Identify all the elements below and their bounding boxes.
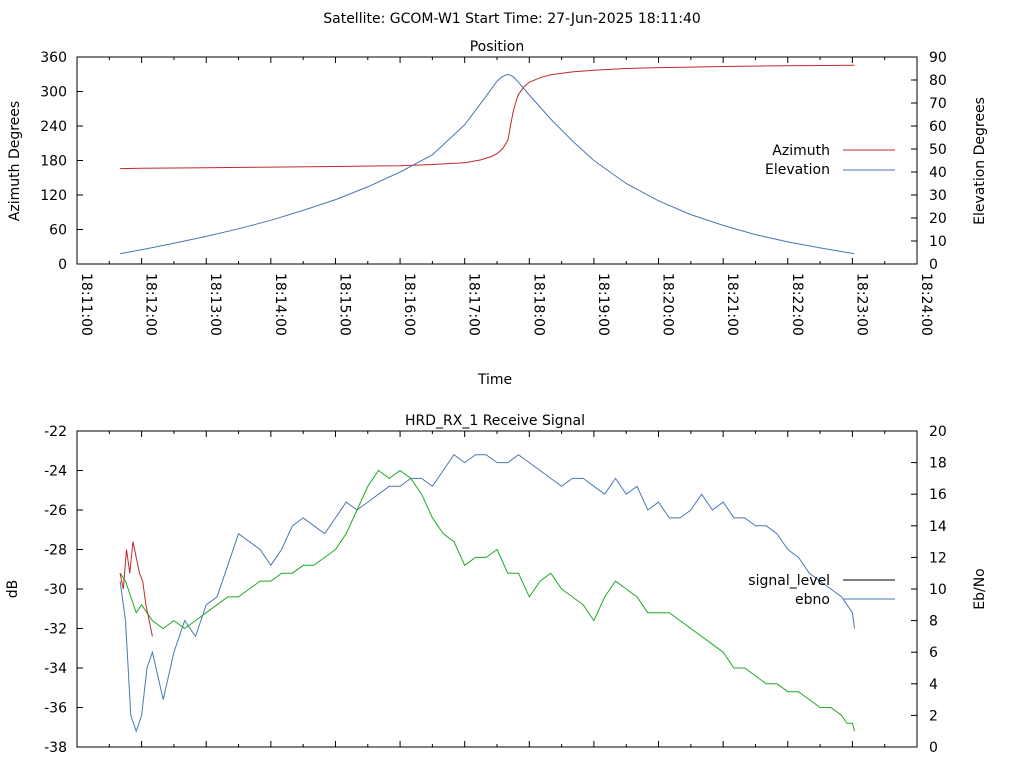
y-tick-label: -22 bbox=[44, 424, 67, 440]
legend-label-signal-level: signal_level bbox=[748, 573, 830, 589]
signal-series-lines bbox=[119, 453, 855, 733]
x-tick-label: 18:17:00 bbox=[466, 273, 482, 336]
y2-tick-label: 20 bbox=[929, 424, 947, 440]
x-tick-label: 18:20:00 bbox=[660, 273, 676, 336]
y-tick-label: 60 bbox=[49, 223, 67, 239]
y2-tick-label: 30 bbox=[929, 188, 947, 204]
position-y-ticks: 0 60 120 180 240 300 360 bbox=[40, 50, 83, 273]
y2-tick-label: 80 bbox=[929, 73, 947, 89]
legend-label-ebno: ebno bbox=[795, 592, 830, 608]
signal-plot-frame bbox=[76, 430, 918, 748]
position-y2-axis-label: Elevation Degrees bbox=[972, 97, 988, 225]
position-x-axis-label: Time bbox=[477, 372, 512, 388]
position-series-lines bbox=[120, 64, 855, 255]
y2-tick-label: 60 bbox=[929, 119, 947, 135]
x-tick-label: 18:23:00 bbox=[853, 273, 869, 336]
y2-tick-label: 4 bbox=[929, 677, 938, 693]
position-chart-title: Position bbox=[470, 39, 525, 55]
signal-y2-ticks: 0 2 4 6 8 10 12 14 16 18 20 bbox=[911, 424, 947, 756]
y2-tick-label: 2 bbox=[929, 708, 938, 724]
y-tick-label: -32 bbox=[44, 622, 67, 638]
x-tick-label: 18:16:00 bbox=[401, 273, 417, 336]
y2-tick-label: 18 bbox=[929, 456, 947, 472]
y-tick-label: 0 bbox=[58, 257, 67, 273]
y-tick-label: 120 bbox=[40, 188, 67, 204]
y-tick-label: 300 bbox=[40, 85, 67, 101]
legend-label-elevation: Elevation bbox=[765, 162, 830, 178]
legend-label-azimuth: Azimuth bbox=[772, 143, 830, 159]
position-x-ticks: 18:11:00 18:12:00 18:13:00 18:14:00 18:15:00… bbox=[76, 57, 934, 336]
y2-tick-label: 16 bbox=[929, 487, 947, 503]
x-tick-label: 18:13:00 bbox=[207, 273, 223, 336]
y-tick-label: -38 bbox=[44, 740, 67, 756]
y-tick-label: -26 bbox=[44, 503, 67, 519]
signal-x-ticks bbox=[76, 431, 918, 747]
x-tick-label: 18:24:00 bbox=[918, 273, 934, 336]
y-tick-label: -24 bbox=[44, 464, 67, 480]
series-line-ebno bbox=[119, 453, 855, 733]
y2-tick-label: 70 bbox=[929, 96, 947, 112]
y2-tick-label: 12 bbox=[929, 550, 947, 566]
y-tick-label: -28 bbox=[44, 543, 67, 559]
y-tick-label: -30 bbox=[44, 582, 67, 598]
y2-tick-label: 90 bbox=[929, 50, 947, 66]
x-tick-label: 18:19:00 bbox=[595, 273, 611, 336]
y2-tick-label: 8 bbox=[929, 614, 938, 630]
y2-tick-label: 50 bbox=[929, 142, 947, 158]
y2-tick-label: 20 bbox=[929, 211, 947, 227]
y-tick-label: 180 bbox=[40, 154, 67, 170]
signal-chart-title: HRD_RX_1 Receive Signal bbox=[405, 413, 585, 429]
x-tick-label: 18:14:00 bbox=[272, 273, 288, 336]
y2-tick-label: 14 bbox=[929, 519, 947, 535]
series-line-unlabeled bbox=[119, 469, 855, 732]
y-tick-label: -34 bbox=[44, 661, 67, 677]
x-tick-label: 18:21:00 bbox=[724, 273, 740, 336]
x-tick-label: 18:12:00 bbox=[143, 273, 159, 336]
y2-tick-label: 6 bbox=[929, 645, 938, 661]
position-chart: Position 18:11:00 18:12:00 18:13:00 18:14:0… bbox=[7, 39, 988, 388]
page-title: Satellite: GCOM-W1 Start Time: 27-Jun-20… bbox=[323, 11, 701, 27]
signal-y-ticks: -38 -36 -34 -32 -30 -28 -26 -24 -22 bbox=[44, 424, 83, 756]
signal-chart: HRD_RX_1 Receive Signal -38-36-34-32-30-… bbox=[5, 413, 988, 756]
signal-legend: signal_level ebno bbox=[748, 573, 895, 608]
y-tick-label: 360 bbox=[40, 50, 67, 66]
y-tick-label: -36 bbox=[44, 701, 67, 717]
position-plot-frame bbox=[76, 56, 918, 265]
x-tick-label: 18:22:00 bbox=[789, 273, 805, 336]
y-tick-label: 240 bbox=[40, 119, 67, 135]
series-line-azimuth bbox=[120, 64, 855, 170]
series-line-unlabeled bbox=[119, 541, 153, 637]
y2-tick-label: 0 bbox=[929, 740, 938, 756]
y2-tick-label: 10 bbox=[929, 234, 947, 250]
y2-tick-label: 40 bbox=[929, 165, 947, 181]
x-tick-label: 18:15:00 bbox=[336, 273, 352, 336]
x-tick-label: 18:18:00 bbox=[530, 273, 546, 336]
signal-y-axis-label: dB bbox=[5, 580, 21, 599]
position-y2-ticks: 0 10 20 30 40 50 60 70 80 90 bbox=[911, 50, 947, 273]
signal-y2-axis-label: Eb/No bbox=[972, 568, 988, 610]
position-y-axis-label: Azimuth Degrees bbox=[7, 101, 23, 221]
x-tick-label: 18:11:00 bbox=[78, 273, 94, 336]
y2-tick-label: 10 bbox=[929, 582, 947, 598]
y2-tick-label: 0 bbox=[929, 257, 938, 273]
position-legend: Azimuth Elevation bbox=[765, 143, 895, 178]
series-line-elevation bbox=[120, 73, 855, 255]
